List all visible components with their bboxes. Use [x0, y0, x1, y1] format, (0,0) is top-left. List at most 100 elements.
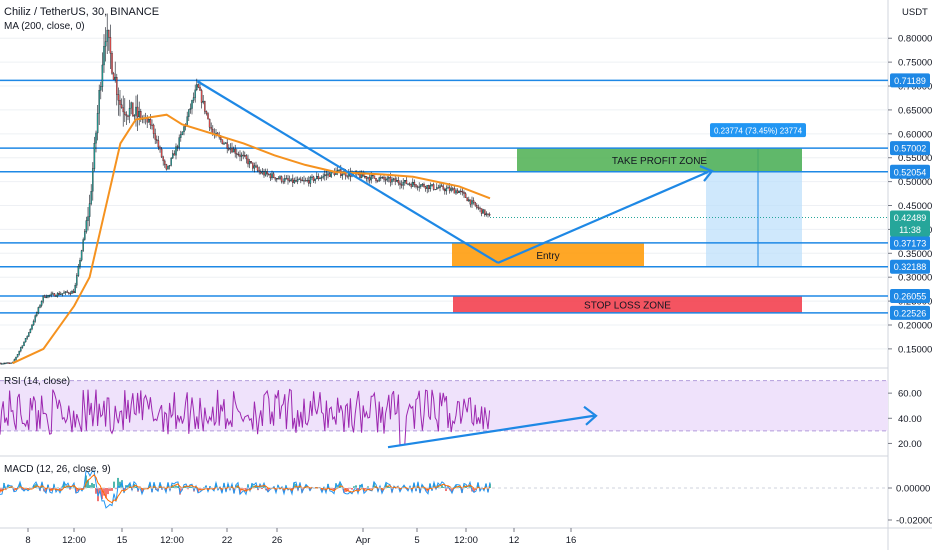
- candle-body: [261, 171, 264, 174]
- macd-histogram-bar: [107, 488, 109, 495]
- candle-body: [84, 231, 86, 240]
- candle-body: [280, 176, 283, 182]
- price-tick-label: 0.20000: [898, 320, 932, 331]
- candle-body: [112, 73, 115, 80]
- projection-arrowhead: [699, 165, 714, 182]
- candle-body: [208, 118, 211, 128]
- candle-body: [487, 213, 489, 215]
- candle-body: [341, 174, 344, 176]
- current-price-label: 0.42489: [894, 213, 927, 223]
- macd-histogram-bar: [109, 488, 111, 491]
- candle-body: [440, 185, 443, 187]
- candle-body: [189, 108, 192, 110]
- candle-body: [290, 178, 292, 182]
- candle-body: [448, 187, 451, 191]
- candle-body: [229, 147, 232, 150]
- candle-body: [178, 137, 180, 148]
- candle-body: [380, 177, 382, 179]
- price-level-tag: [890, 259, 930, 274]
- candle-body: [7, 362, 9, 364]
- candle-body: [266, 171, 268, 175]
- candle-body: [359, 174, 361, 178]
- candle-body: [466, 197, 468, 202]
- macd-histogram-bar: [387, 485, 389, 488]
- candle-body: [456, 190, 459, 194]
- candle-body: [416, 186, 419, 188]
- candle-body: [39, 305, 41, 308]
- candle-body: [426, 185, 428, 189]
- candle-body: [58, 293, 60, 295]
- candle-body: [244, 155, 246, 157]
- candle-body: [304, 180, 307, 182]
- macd-histogram-bar: [77, 488, 79, 492]
- macd-histogram-bar: [243, 488, 245, 489]
- candle-body: [191, 100, 193, 109]
- candle-body: [15, 356, 17, 360]
- candle-body: [464, 193, 467, 198]
- currency-label: USDT: [902, 7, 928, 18]
- macd-histogram-bar: [225, 488, 227, 492]
- candle-body: [159, 146, 161, 150]
- candle-body: [231, 147, 233, 153]
- candle-body: [276, 178, 278, 180]
- candle-body: [16, 354, 19, 358]
- macd-histogram-bar: [67, 485, 69, 488]
- candle-body: [429, 185, 432, 190]
- candle-body: [264, 171, 267, 176]
- candle-body: [336, 170, 339, 172]
- macd-histogram-bar: [365, 488, 367, 490]
- candle-body: [151, 124, 153, 126]
- candle-body: [36, 312, 38, 316]
- macd-tick-label: -0.02000: [896, 516, 932, 527]
- candle-body: [204, 100, 206, 112]
- candle-body: [29, 328, 32, 333]
- candle-body: [87, 216, 89, 221]
- macd-histogram-bar: [81, 488, 83, 490]
- countdown-label: 11:38: [899, 225, 921, 235]
- price-level-tag-label: 0.52054: [894, 167, 927, 177]
- macd-histogram-bar: [149, 483, 151, 488]
- macd-histogram-bar: [201, 488, 203, 489]
- candle-body: [79, 259, 81, 267]
- candle-body: [82, 239, 84, 251]
- macd-histogram-bar: [215, 483, 217, 488]
- time-tick-label: 5: [414, 535, 419, 546]
- candle-body: [412, 182, 414, 187]
- candle-body: [114, 77, 116, 80]
- candle-body: [445, 188, 448, 192]
- candle-body: [68, 292, 70, 294]
- candle-body: [210, 127, 212, 130]
- candle-body: [28, 332, 30, 337]
- candle-body: [325, 174, 328, 176]
- candle-body: [226, 142, 228, 149]
- macd-histogram-bar: [173, 486, 175, 488]
- macd-histogram-bar: [45, 488, 47, 493]
- candle-body: [96, 113, 99, 134]
- candle-body: [271, 173, 273, 179]
- macd-histogram-bar: [461, 488, 463, 493]
- candle-body: [157, 140, 160, 148]
- candle-body: [452, 188, 454, 190]
- candle-body: [292, 178, 294, 183]
- downtrend-line: [196, 80, 499, 264]
- candle-body: [327, 173, 329, 176]
- candle-body: [72, 291, 75, 294]
- candle-body: [485, 213, 488, 216]
- candle-body: [330, 171, 332, 177]
- candle-body: [8, 362, 11, 364]
- macd-histogram-bar: [413, 483, 415, 488]
- candle-body: [149, 119, 152, 126]
- candle-body: [40, 301, 43, 306]
- candle-body: [90, 191, 92, 204]
- macd-histogram-bar: [117, 477, 119, 488]
- candle-body: [172, 153, 174, 159]
- candle-body: [186, 116, 188, 125]
- macd-histogram-bar: [23, 488, 25, 491]
- candle-body: [328, 173, 331, 177]
- macd-histogram-bar: [425, 488, 427, 491]
- candle-body: [85, 220, 88, 232]
- macd-histogram-bar: [73, 485, 75, 488]
- macd-histogram-bar: [127, 485, 129, 488]
